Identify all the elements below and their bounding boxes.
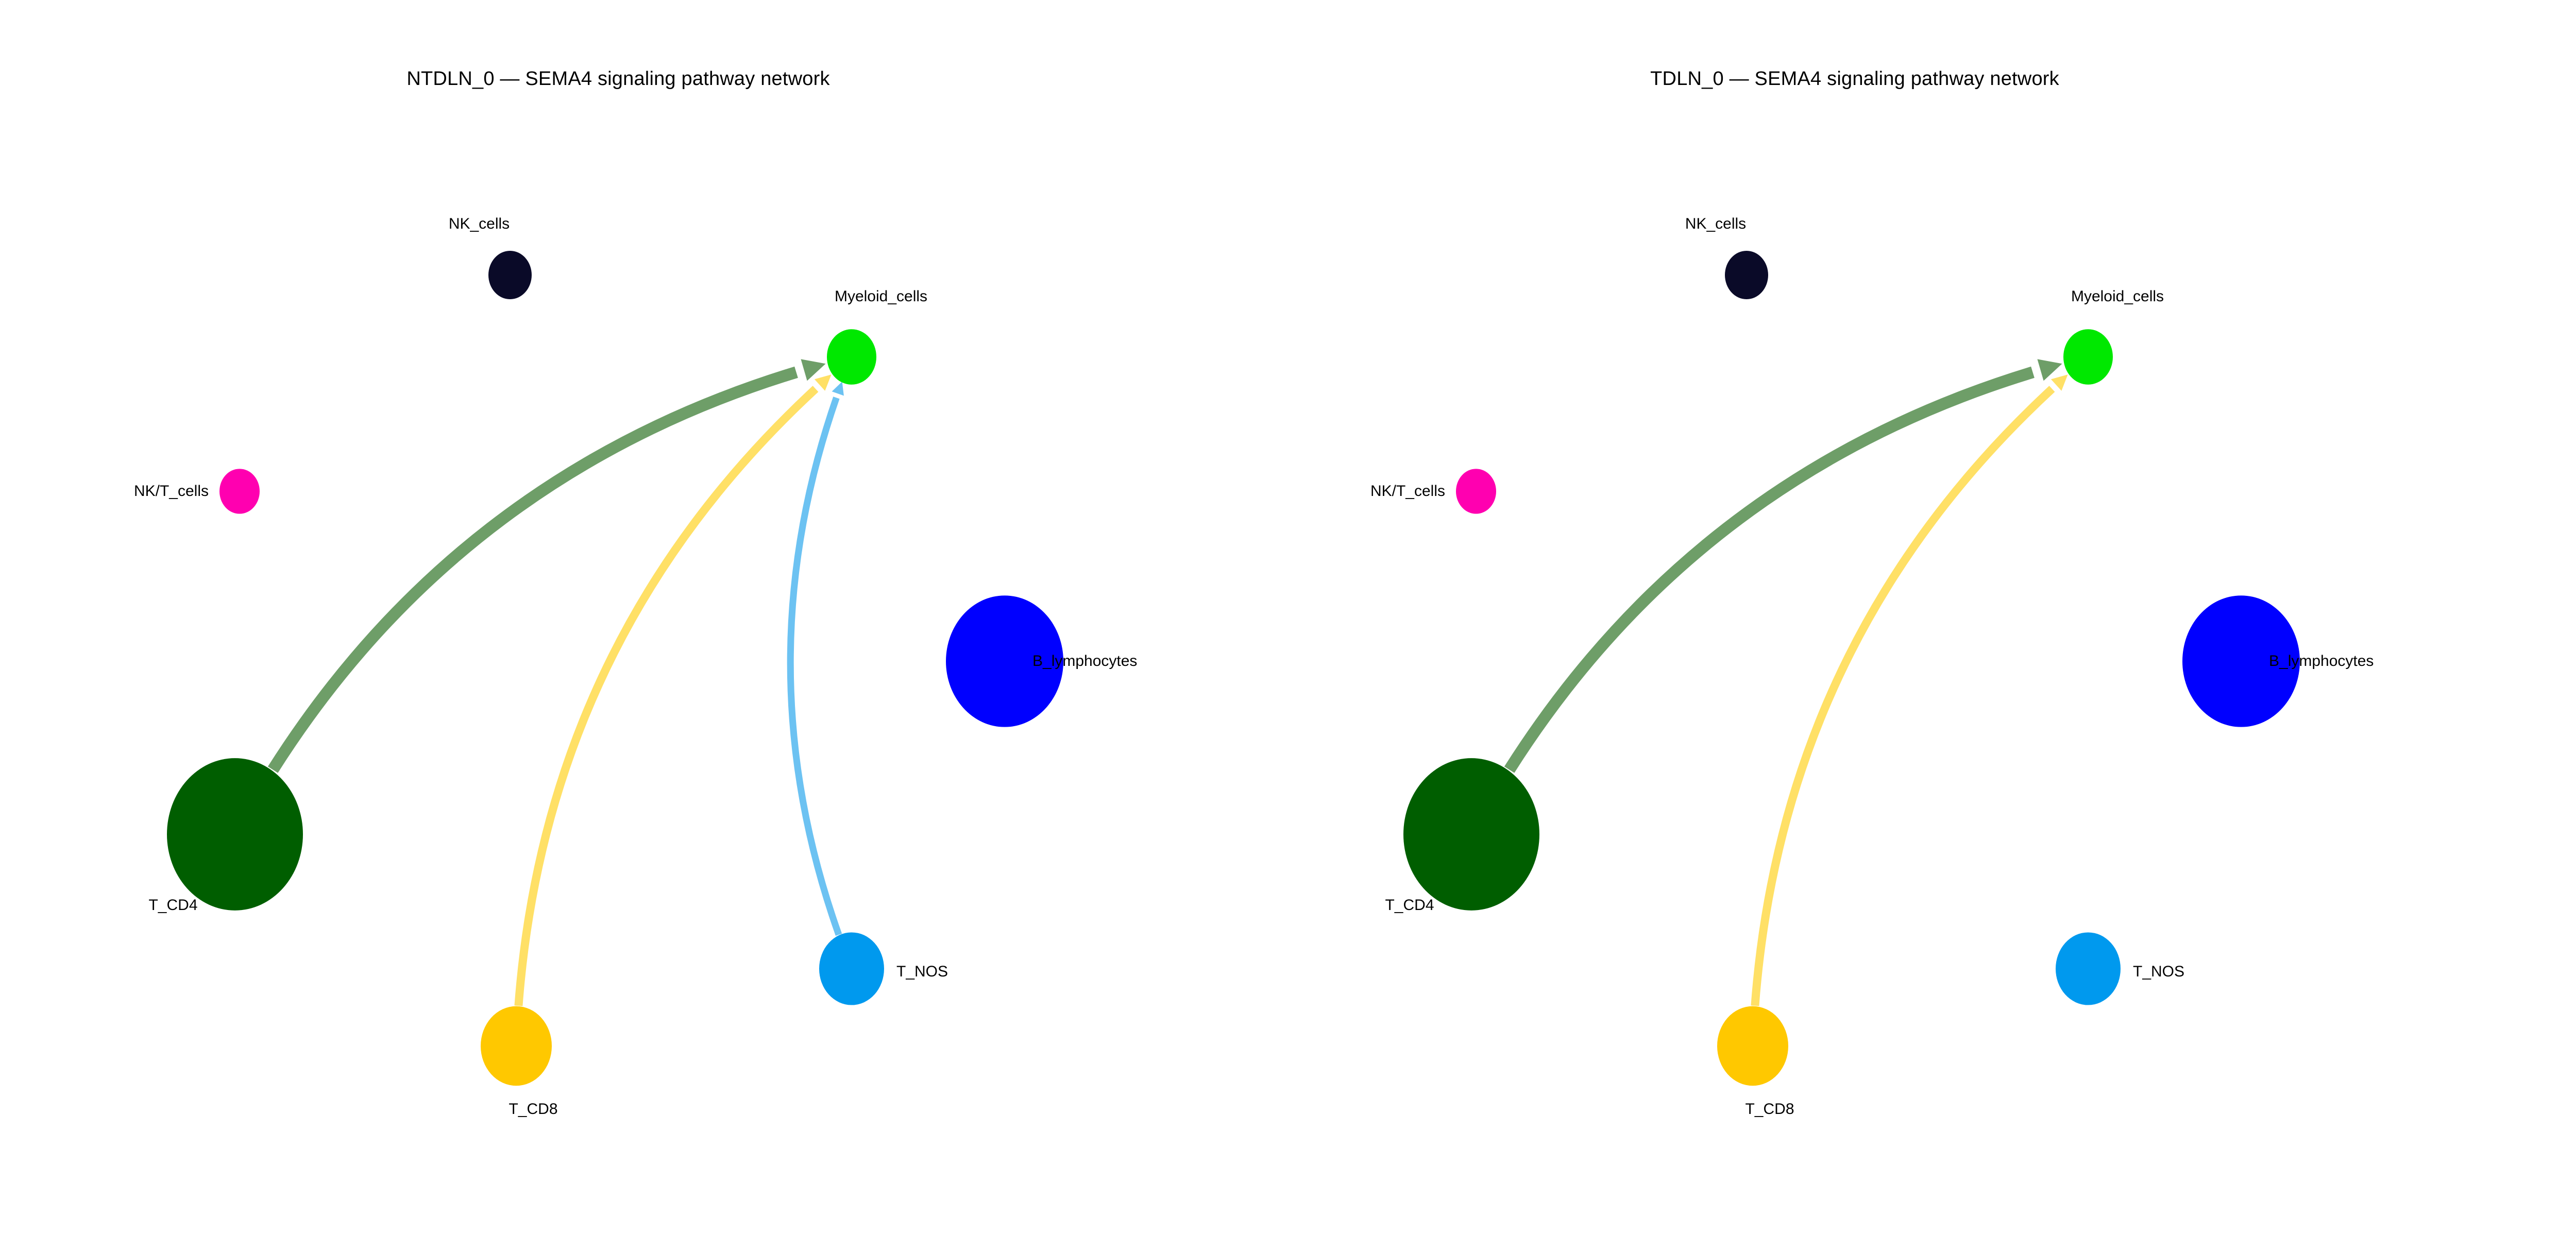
panel-ntdln_0: NTDLN_0 — SEMA4 signaling pathway networ…: [0, 0, 1236, 1236]
node-Myeloid_cells[interactable]: [2063, 329, 2113, 385]
node-T_CD8[interactable]: [481, 1006, 552, 1086]
network-graph: [1403, 250, 2300, 1086]
node-label-T_CD8: T_CD8: [1745, 1101, 1794, 1118]
node-T_CD4[interactable]: [167, 758, 303, 911]
edge-T_CD4-to-Myeloid_cells: [267, 359, 826, 773]
panel-tdln_0: TDLN_0 — SEMA4 signaling pathway network…: [1236, 0, 2473, 1236]
node-label-Myeloid_cells: Myeloid_cells: [834, 288, 928, 305]
node-label-T_NOS: T_NOS: [2133, 963, 2185, 980]
node-Myeloid_cells[interactable]: [827, 329, 876, 385]
panel-title: TDLN_0 — SEMA4 signaling pathway network: [1650, 68, 2059, 90]
network-graph: [167, 250, 1063, 1086]
panel-tdln_1: TDLN_1 — SEMA4 signaling pathway network…: [2473, 0, 2576, 1236]
node-NK_cells[interactable]: [488, 250, 532, 300]
node-NK-T_cells[interactable]: [1456, 469, 1496, 514]
node-label-B_lymphocytes: B_lymphocytes: [1032, 653, 1138, 670]
node-label-NK-T_cells: NK/T_cells: [1370, 483, 1445, 500]
node-NK_cells[interactable]: [1725, 250, 1768, 300]
node-label-T_NOS: T_NOS: [896, 963, 948, 980]
node-T_NOS[interactable]: [2056, 932, 2121, 1005]
network-graph: [2473, 0, 2576, 1236]
edge-layer: [267, 359, 844, 1006]
node-B_lymphocytes[interactable]: [2182, 595, 2300, 727]
edge-T_CD4-to-Myeloid_cells: [1504, 359, 2062, 773]
panel-title: NTDLN_0 — SEMA4 signaling pathway networ…: [406, 68, 830, 90]
edge-T_CD8-to-Myeloid_cells: [514, 374, 832, 1006]
node-T_CD8[interactable]: [1717, 1006, 1788, 1086]
edge-layer: [1504, 359, 2068, 1006]
node-T_NOS[interactable]: [819, 932, 884, 1005]
node-label-T_CD4: T_CD4: [148, 897, 198, 914]
node-label-T_CD4: T_CD4: [1385, 897, 1434, 914]
node-label-T_CD8: T_CD8: [509, 1101, 558, 1118]
node-layer: [1403, 250, 2300, 1086]
node-label-NK-T_cells: NK/T_cells: [133, 483, 209, 500]
node-B_lymphocytes[interactable]: [946, 595, 1063, 727]
edge-T_NOS-to-Myeloid_cells: [787, 382, 844, 936]
node-label-NK_cells: NK_cells: [1685, 215, 1747, 232]
node-T_CD4[interactable]: [1403, 758, 1539, 911]
node-label-B_lymphocytes: B_lymphocytes: [2269, 653, 2374, 670]
node-layer: [167, 250, 1063, 1086]
node-label-Myeloid_cells: Myeloid_cells: [2071, 288, 2164, 305]
node-label-NK_cells: NK_cells: [448, 215, 510, 232]
edge-T_CD8-to-Myeloid_cells: [1751, 374, 2068, 1006]
node-NK-T_cells[interactable]: [219, 469, 260, 514]
